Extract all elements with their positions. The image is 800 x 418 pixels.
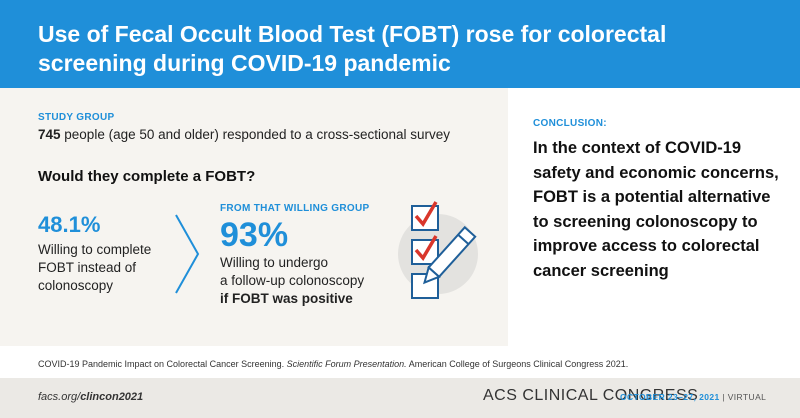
follow-up-description: Willing to undergo a follow-up colonosco…: [220, 254, 364, 308]
header-banner: Use of Fecal Occult Blood Test (FOBT) ro…: [0, 0, 800, 88]
page-title: Use of Fecal Occult Blood Test (FOBT) ro…: [38, 21, 667, 76]
follow-up-line-2: a follow-up colonoscopy: [220, 273, 365, 288]
follow-up-percentage: 93%: [220, 216, 289, 254]
follow-up-line-1: Willing to undergo: [220, 255, 329, 270]
study-count: 745: [38, 127, 61, 142]
conclusion-label: CONCLUSION:: [533, 118, 607, 129]
checklist-pencil-icon: [398, 201, 478, 299]
footer-separator: |: [719, 392, 728, 402]
study-description: people (age 50 and older) responded to a…: [60, 127, 451, 142]
footer-link[interactable]: facs.org/clincon2021: [38, 391, 143, 403]
citation-italic: Scientific Forum Presentation.: [286, 359, 407, 369]
footer-brand: ACS CLINICAL CONGRESS: [483, 387, 699, 404]
footer-link-bold: clincon2021: [80, 391, 144, 403]
willing-description: Willing to complete FOBT instead of colo…: [38, 242, 152, 293]
study-group-text: 745 people (age 50 and older) responded …: [38, 127, 450, 142]
citation-part-2: American College of Surgeons Clinical Co…: [406, 359, 629, 369]
question-heading: Would they complete a FOBT?: [38, 168, 256, 185]
footer-mode: VIRTUAL: [727, 392, 767, 402]
willing-group-label: FROM THAT WILLING GROUP: [220, 203, 370, 214]
footer-link-prefix: facs.org/: [38, 391, 81, 403]
footer-dates: OCTOBER 23–27, 2021: [620, 392, 720, 402]
conclusion-text: In the context of COVID-19 safety and ec…: [533, 139, 779, 280]
study-group-label: STUDY GROUP: [38, 112, 115, 123]
follow-up-line-3: if FOBT was positive: [220, 291, 353, 306]
footer-event-date: OCTOBER 23–27, 2021 | VIRTUAL: [620, 392, 766, 402]
citation: COVID-19 Pandemic Impact on Colorectal C…: [38, 359, 628, 369]
chevron-right-icon: [175, 214, 200, 294]
citation-part-1: COVID-19 Pandemic Impact on Colorectal C…: [38, 359, 287, 369]
willing-percentage: 48.1%: [38, 212, 101, 237]
footer-bar: [0, 378, 800, 418]
